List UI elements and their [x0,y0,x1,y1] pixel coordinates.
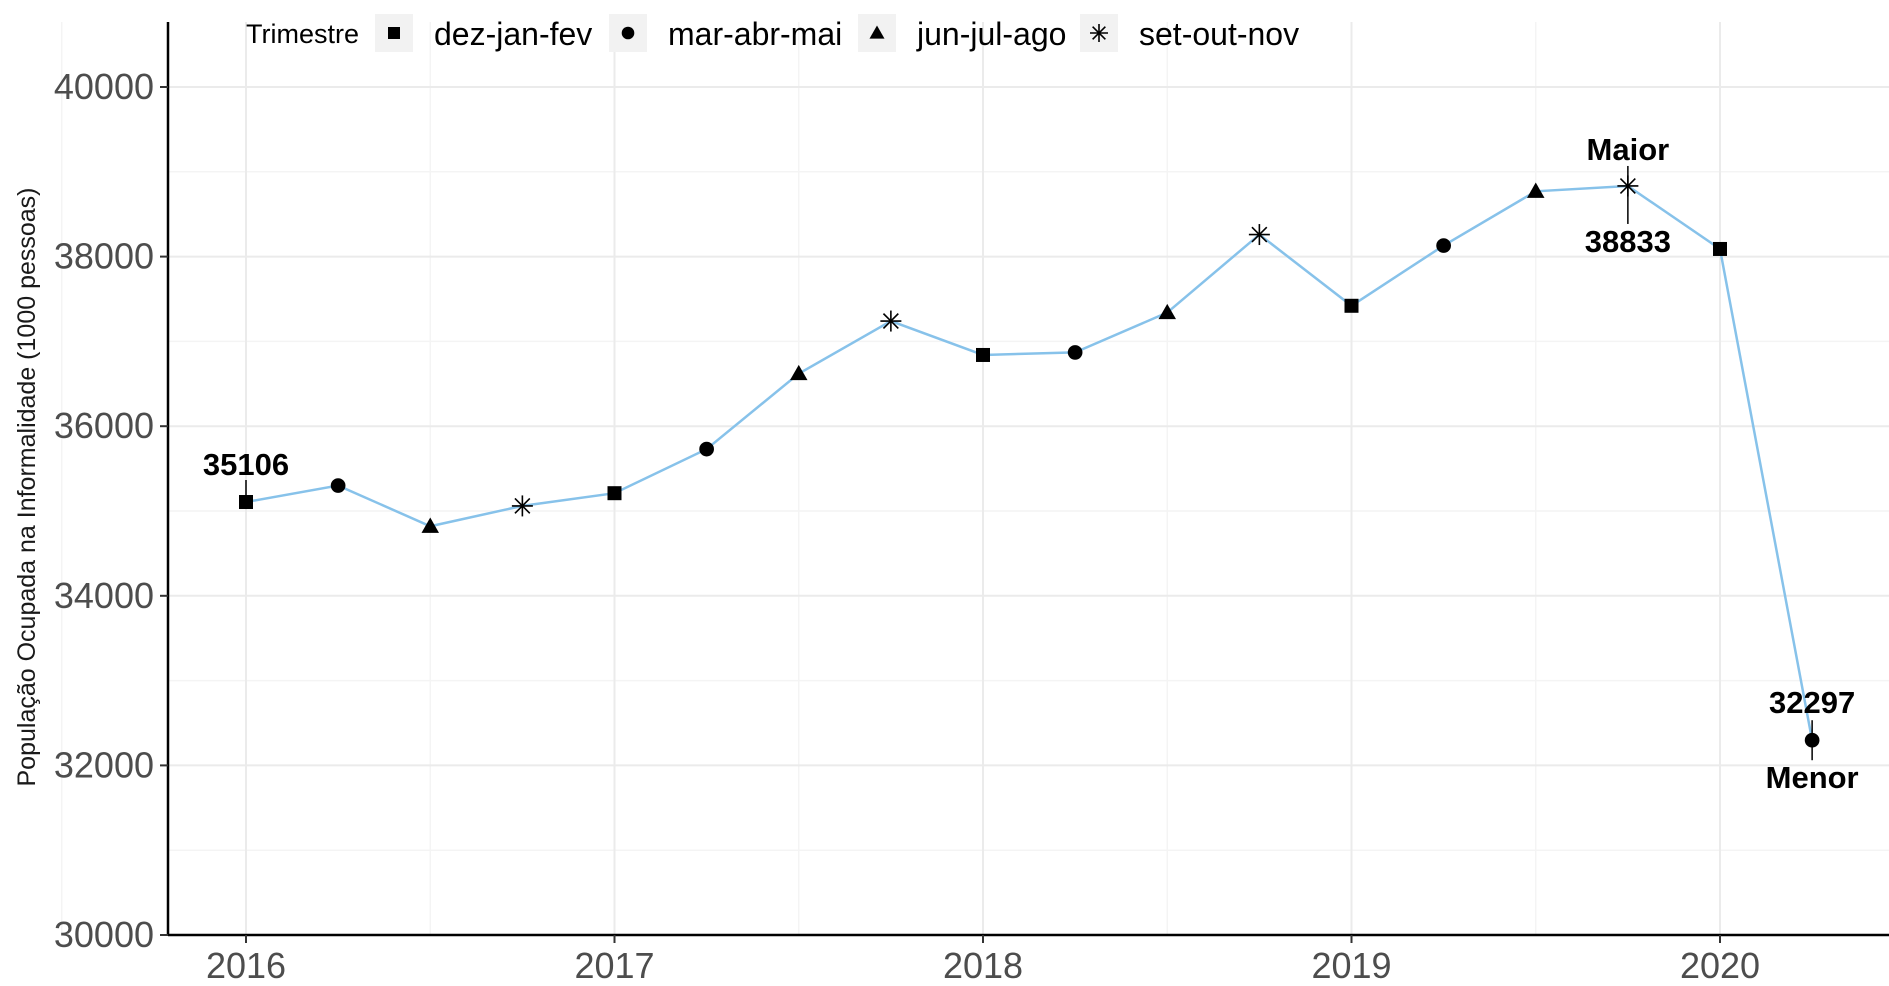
x-tick-label: 2017 [574,945,654,986]
annotation-value: 35106 [203,447,289,482]
series-path [245,184,1814,741]
minor-gridlines [61,22,1889,935]
legend-marker-square [388,27,400,39]
asterisk-stroke [514,497,531,514]
data-point-triangle [1158,303,1176,320]
y-tick-label: 34000 [54,575,154,616]
axes [160,22,1889,943]
legend-marker-circle [621,26,635,40]
data-point-triangle [1527,182,1545,198]
x-tick-label: 2019 [1311,945,1391,986]
asterisk-stroke [882,313,899,330]
legend-label: mar-abr-mai [668,16,842,52]
annotation-value: 32297 [1769,685,1855,720]
y-tick-label: 38000 [54,236,154,277]
data-point-square [1344,298,1359,313]
asterisk-stroke [1092,26,1106,40]
x-tick-labels: 2016 2017 2018 2019 2020 [206,945,1760,986]
legend-marker-triangle [869,25,885,39]
data-point-square [607,486,622,501]
data-point-asterisk [1248,224,1270,246]
y-tick-labels: 30000 32000 34000 36000 38000 40000 [54,66,154,955]
asterisk-stroke [1251,226,1268,243]
legend: Trimestre dez-jan-fev mar-abr-mai jun-jul-… [246,14,1299,52]
x-tick-label: 2018 [943,945,1023,986]
data-point-circle [330,478,346,493]
data-point-triangle [421,517,439,533]
legend-label: jun-jul-ago [916,16,1066,52]
y-tick-label: 32000 [54,744,154,785]
data-markers [239,175,1820,748]
data-point-circle [1436,238,1451,253]
data-point-square [1713,241,1727,256]
data-point-asterisk [511,495,533,517]
annotation-value: 38833 [1585,224,1671,259]
data-point-square [976,347,990,362]
data-point-asterisk [880,310,902,332]
data-point-circle [1067,345,1083,360]
data-point-triangle [790,364,808,381]
y-tick-label: 36000 [54,405,154,446]
series-line [245,184,1814,741]
legend-marker-asterisk [1090,24,1108,42]
x-tick-label: 2016 [206,945,286,986]
annotation-tag: Maior [1587,132,1670,167]
data-point-circle [699,441,714,457]
annotations: 35106 Maior 38833 32297 Menor [203,132,1859,795]
legend-label: dez-jan-fev [434,16,592,52]
y-tick-label: 40000 [54,66,154,107]
legend-title: Trimestre [246,19,359,49]
y-axis-title: População Ocupada na Informalidade (1000… [13,187,41,786]
x-tick-label: 2020 [1680,945,1760,986]
annotation-tag: Menor [1766,760,1859,795]
legend-label: set-out-nov [1139,16,1299,52]
y-tick-label: 30000 [54,914,154,955]
